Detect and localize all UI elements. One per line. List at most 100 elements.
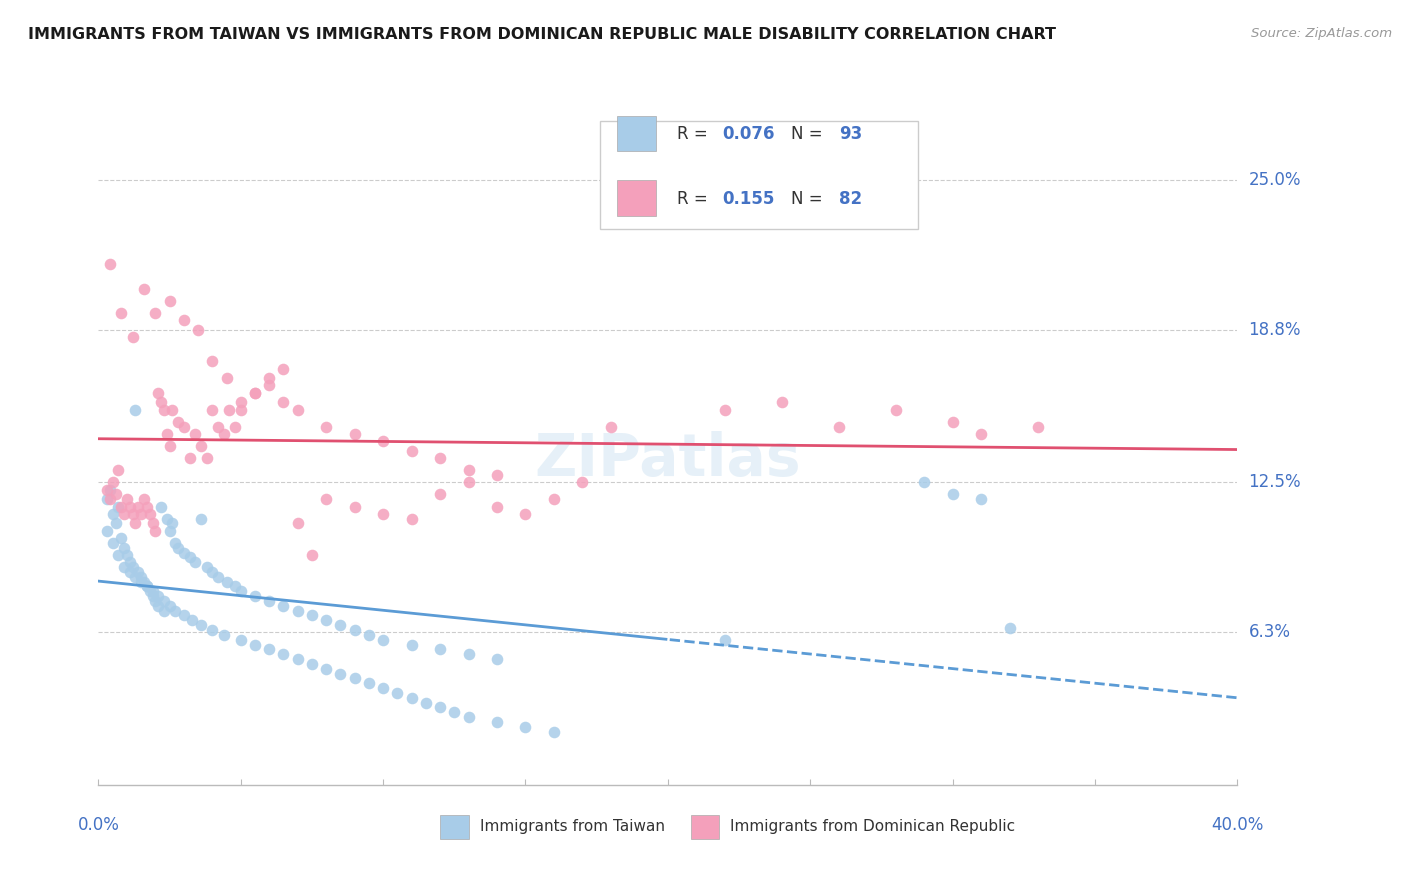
Text: 12.5%: 12.5%: [1249, 474, 1301, 491]
Point: [259, 371, 281, 385]
Point: [121, 507, 143, 521]
Point: [571, 475, 593, 490]
Point: [173, 313, 195, 327]
Point: [190, 439, 212, 453]
Text: N =: N =: [790, 125, 828, 143]
Bar: [440, 815, 468, 839]
Point: [215, 371, 238, 385]
Point: [148, 385, 170, 400]
Bar: [617, 116, 657, 151]
Point: [224, 419, 246, 434]
Point: [373, 681, 395, 695]
Point: [486, 468, 509, 483]
Point: [770, 395, 793, 409]
Point: [159, 439, 181, 453]
Point: [167, 415, 190, 429]
Point: [156, 511, 179, 525]
Point: [98, 257, 121, 271]
Point: [159, 293, 181, 308]
Point: [600, 419, 623, 434]
Point: [184, 426, 207, 441]
Text: ZIPatlas: ZIPatlas: [534, 431, 801, 488]
Point: [141, 589, 163, 603]
Bar: [617, 180, 657, 216]
Text: 82: 82: [839, 190, 862, 208]
Point: [124, 516, 146, 531]
Point: [110, 500, 132, 514]
Point: [457, 647, 479, 661]
Point: [107, 463, 129, 477]
Point: [315, 613, 337, 627]
Point: [429, 642, 451, 657]
Point: [195, 560, 218, 574]
Point: [148, 599, 170, 613]
Point: [315, 662, 337, 676]
Point: [429, 700, 451, 714]
Point: [315, 419, 337, 434]
Point: [998, 621, 1021, 635]
Point: [486, 500, 509, 514]
Point: [129, 507, 152, 521]
Point: [357, 676, 380, 690]
Point: [201, 402, 224, 417]
Point: [301, 608, 323, 623]
Point: [970, 426, 993, 441]
Point: [457, 710, 479, 724]
Point: [273, 599, 295, 613]
Point: [229, 395, 252, 409]
Point: [429, 487, 451, 501]
Point: [132, 574, 155, 589]
Point: [127, 500, 149, 514]
Point: [135, 500, 157, 514]
Point: [101, 475, 124, 490]
Point: [145, 306, 167, 320]
Point: [145, 594, 167, 608]
Point: [259, 378, 281, 392]
Point: [138, 584, 160, 599]
Point: [159, 599, 181, 613]
Point: [486, 652, 509, 666]
Point: [190, 511, 212, 525]
Point: [118, 555, 141, 569]
Point: [229, 584, 252, 599]
Point: [190, 618, 212, 632]
Point: [373, 507, 395, 521]
Point: [101, 536, 124, 550]
Point: [243, 385, 266, 400]
Point: [135, 579, 157, 593]
Point: [110, 531, 132, 545]
Point: [118, 500, 141, 514]
Point: [229, 632, 252, 647]
Point: [153, 604, 176, 618]
Point: [173, 419, 195, 434]
Point: [884, 402, 907, 417]
Text: Immigrants from Taiwan: Immigrants from Taiwan: [479, 820, 665, 835]
Point: [129, 574, 152, 589]
Point: [387, 686, 409, 700]
Point: [942, 487, 965, 501]
Point: [259, 594, 281, 608]
Point: [107, 500, 129, 514]
Point: [179, 550, 201, 565]
Point: [343, 500, 366, 514]
Text: 40.0%: 40.0%: [1211, 815, 1264, 833]
Point: [543, 492, 565, 507]
Point: [195, 451, 218, 466]
Point: [329, 618, 352, 632]
Point: [173, 545, 195, 559]
Point: [156, 426, 179, 441]
Point: [115, 492, 138, 507]
Text: 93: 93: [839, 125, 862, 143]
Point: [401, 638, 423, 652]
Point: [373, 434, 395, 449]
Point: [543, 724, 565, 739]
Point: [243, 638, 266, 652]
Point: [165, 604, 187, 618]
Point: [124, 570, 146, 584]
Point: [104, 516, 127, 531]
Point: [415, 696, 437, 710]
Point: [162, 402, 184, 417]
Point: [259, 642, 281, 657]
Point: [148, 589, 170, 603]
Point: [273, 647, 295, 661]
